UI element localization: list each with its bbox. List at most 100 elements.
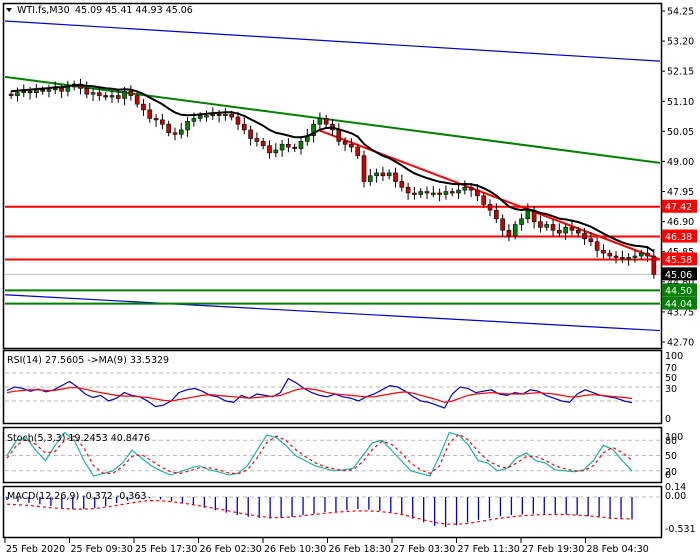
candle-body[interactable] xyxy=(399,181,405,188)
candle-body[interactable] xyxy=(21,90,27,94)
candle-body[interactable] xyxy=(355,146,361,157)
candle-body[interactable] xyxy=(59,88,64,92)
candle-body[interactable] xyxy=(298,141,304,149)
candle-body[interactable] xyxy=(500,218,505,231)
candle-body[interactable] xyxy=(437,192,442,195)
candle-body[interactable] xyxy=(342,141,348,145)
candle-body[interactable] xyxy=(575,229,581,234)
candle-body[interactable] xyxy=(544,224,550,228)
candle-body[interactable] xyxy=(607,252,613,257)
candle-body[interactable] xyxy=(386,172,392,177)
candle-body[interactable] xyxy=(538,221,543,228)
candle-body[interactable] xyxy=(594,241,600,251)
candle-body[interactable] xyxy=(412,192,417,195)
candle-body[interactable] xyxy=(525,209,531,220)
candle-body[interactable] xyxy=(645,252,650,257)
candle-body[interactable] xyxy=(512,224,518,237)
candle-body[interactable] xyxy=(204,115,209,118)
candle-body[interactable] xyxy=(141,103,146,111)
candle-body[interactable] xyxy=(15,92,20,96)
candle-body[interactable] xyxy=(223,113,228,116)
candle-body[interactable] xyxy=(393,172,398,182)
candle-body[interactable] xyxy=(380,172,386,177)
candle-body[interactable] xyxy=(197,115,203,119)
candle-body[interactable] xyxy=(279,143,285,151)
candle-body[interactable] xyxy=(216,113,222,116)
candle-body[interactable] xyxy=(475,189,480,197)
candle-body[interactable] xyxy=(147,109,153,119)
candle-body[interactable] xyxy=(235,116,241,125)
candle-body[interactable] xyxy=(481,195,487,205)
candle-body[interactable] xyxy=(361,155,367,182)
candle-body[interactable] xyxy=(462,186,468,191)
trend-line[interactable] xyxy=(4,20,661,62)
triangle-down-icon[interactable] xyxy=(6,8,12,12)
candle-body[interactable] xyxy=(178,129,184,135)
candle-body[interactable] xyxy=(588,238,594,242)
candle-body[interactable] xyxy=(626,257,631,260)
candle-body[interactable] xyxy=(449,191,455,194)
candle-body[interactable] xyxy=(248,129,253,139)
candle-body[interactable] xyxy=(550,224,556,231)
candle-body[interactable] xyxy=(632,255,638,258)
stoch-panel[interactable] xyxy=(5,431,660,477)
candle-body[interactable] xyxy=(229,113,234,118)
candle-body[interactable] xyxy=(557,229,562,234)
candle-body[interactable] xyxy=(191,118,197,122)
candle-body[interactable] xyxy=(468,186,474,191)
candle-body[interactable] xyxy=(582,232,587,240)
candle-body[interactable] xyxy=(34,89,39,93)
trend-line[interactable] xyxy=(4,294,661,332)
candle-body[interactable] xyxy=(109,95,115,98)
candle-body[interactable] xyxy=(311,123,316,136)
candle-body[interactable] xyxy=(166,123,171,134)
candle-body[interactable] xyxy=(8,93,14,96)
candle-body[interactable] xyxy=(241,123,247,131)
candle-body[interactable] xyxy=(368,175,373,182)
macd-panel[interactable] xyxy=(5,496,660,528)
candle-body[interactable] xyxy=(160,119,165,125)
candle-body[interactable] xyxy=(115,95,121,99)
candle-body[interactable] xyxy=(323,118,329,125)
candle-body[interactable] xyxy=(418,191,424,195)
candle-body[interactable] xyxy=(613,255,619,258)
candle-body[interactable] xyxy=(405,186,411,194)
candle-body[interactable] xyxy=(443,191,449,195)
candle-body[interactable] xyxy=(487,204,493,211)
candle-body[interactable] xyxy=(97,92,102,96)
candle-body[interactable] xyxy=(84,88,90,95)
candle-body[interactable] xyxy=(456,189,461,194)
candle-body[interactable] xyxy=(103,95,108,98)
candle-body[interactable] xyxy=(519,218,524,225)
candle-body[interactable] xyxy=(273,149,279,154)
candle-body[interactable] xyxy=(651,255,657,275)
candle-body[interactable] xyxy=(569,227,575,231)
candle-body[interactable] xyxy=(292,146,297,149)
price-panel[interactable] xyxy=(4,20,661,332)
candle-body[interactable] xyxy=(638,252,644,257)
candle-body[interactable] xyxy=(46,89,52,92)
candle-body[interactable] xyxy=(128,90,134,96)
candle-body[interactable] xyxy=(286,143,291,148)
candle-body[interactable] xyxy=(134,95,140,105)
candle-body[interactable] xyxy=(336,129,342,142)
candle-body[interactable] xyxy=(349,143,354,148)
candle-body[interactable] xyxy=(620,257,625,260)
candle-body[interactable] xyxy=(40,89,45,92)
candle-body[interactable] xyxy=(153,118,159,121)
candle-body[interactable] xyxy=(374,172,379,177)
candle-body[interactable] xyxy=(210,113,216,116)
candle-body[interactable] xyxy=(52,88,58,91)
candle-body[interactable] xyxy=(563,227,568,234)
rsi-panel[interactable] xyxy=(5,372,660,409)
candle-body[interactable] xyxy=(90,92,96,95)
candle-body[interactable] xyxy=(317,118,323,125)
trend-line[interactable] xyxy=(317,128,661,261)
candle-body[interactable] xyxy=(260,141,266,146)
candle-body[interactable] xyxy=(254,138,260,142)
candle-body[interactable] xyxy=(506,229,512,237)
candle-body[interactable] xyxy=(494,209,499,220)
candle-body[interactable] xyxy=(601,249,606,254)
candle-body[interactable] xyxy=(424,191,430,194)
